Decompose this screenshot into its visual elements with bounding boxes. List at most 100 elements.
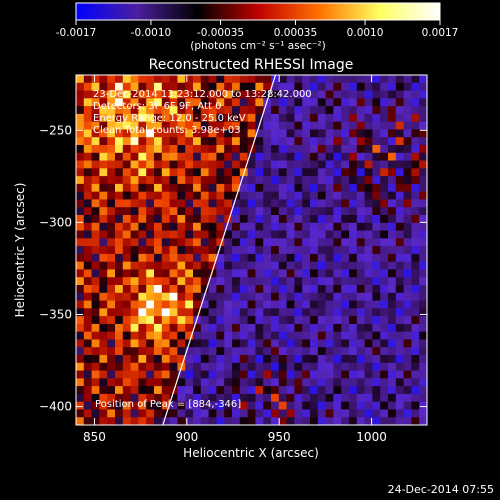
heatmap-cell: [364, 409, 373, 418]
heatmap-cell: [325, 401, 334, 410]
heatmap-cell: [403, 269, 412, 278]
heatmap-cell: [130, 417, 139, 425]
heatmap-cell: [91, 230, 100, 239]
heatmap-cell: [403, 90, 412, 99]
heatmap-cell: [380, 285, 389, 294]
heatmap-cell: [380, 160, 389, 169]
heatmap-cell: [302, 82, 311, 91]
heatmap-cell: [138, 191, 147, 200]
heatmap-cell: [83, 355, 92, 364]
heatmap-cell: [302, 238, 311, 247]
heatmap-cell: [247, 82, 256, 91]
heatmap-cell: [411, 129, 420, 138]
heatmap-cell: [107, 222, 116, 231]
heatmap-cell: [130, 160, 139, 169]
heatmap-cell: [395, 300, 404, 309]
heatmap-cell: [294, 308, 303, 317]
heatmap-cell: [76, 183, 85, 193]
heatmap-cell: [271, 129, 280, 138]
heatmap-cell: [138, 378, 147, 387]
heatmap-cell: [294, 82, 303, 91]
heatmap-cell: [239, 106, 248, 115]
heatmap-cell: [83, 300, 92, 309]
heatmap-cell: [341, 285, 350, 294]
heatmap-cell: [341, 370, 350, 379]
heatmap-cell: [200, 230, 209, 239]
heatmap-cell: [239, 261, 248, 270]
heatmap-cell: [419, 129, 427, 138]
heatmap-cell: [349, 331, 358, 340]
heatmap-cell: [146, 90, 155, 99]
heatmap-cell: [161, 308, 170, 317]
heatmap-cell: [388, 323, 397, 333]
heatmap-cell: [395, 292, 404, 301]
heatmap-cell: [138, 277, 147, 286]
heatmap-cell: [302, 90, 311, 99]
heatmap-cell: [411, 316, 420, 325]
heatmap-cell: [216, 183, 225, 193]
heatmap-cell: [99, 113, 108, 123]
heatmap-cell: [255, 207, 264, 216]
heatmap-cell: [341, 253, 350, 263]
heatmap-cell: [232, 160, 241, 169]
heatmap-cell: [216, 355, 225, 364]
heatmap-cell: [224, 401, 233, 410]
heatmap-cell: [356, 393, 365, 403]
heatmap-cell: [278, 230, 287, 239]
heatmap-cell: [200, 199, 209, 208]
heatmap-cell: [83, 409, 92, 418]
heatmap-cell: [341, 417, 350, 425]
heatmap-cell: [99, 409, 108, 418]
heatmap-cell: [286, 308, 295, 317]
heatmap-cell: [216, 386, 225, 395]
heatmap-cell: [208, 207, 217, 216]
heatmap-cell: [177, 316, 186, 325]
heatmap-cell: [76, 215, 85, 224]
heatmap-cell: [364, 378, 373, 387]
heatmap-cell: [271, 331, 280, 340]
heatmap-cell: [161, 285, 170, 294]
heatmap-cell: [278, 362, 287, 371]
heatmap-cell: [411, 230, 420, 239]
heatmap-cell: [200, 261, 209, 270]
heatmap-cell: [193, 215, 202, 224]
heatmap-cell: [130, 370, 139, 379]
heatmap-cell: [349, 152, 358, 161]
heatmap-cell: [154, 82, 163, 91]
heatmap-cell: [76, 292, 85, 301]
heatmap-cell: [115, 90, 124, 99]
heatmap-cell: [185, 106, 194, 115]
heatmap-cell: [232, 300, 241, 309]
heatmap-cell: [263, 323, 272, 333]
heatmap-cell: [302, 222, 311, 231]
heatmap-cell: [411, 393, 420, 403]
heatmap-cell: [193, 145, 202, 154]
heatmap-cell: [372, 277, 381, 286]
heatmap-cell: [83, 207, 92, 216]
heatmap-cell: [372, 269, 381, 278]
heatmap-cell: [76, 137, 85, 146]
heatmap-cell: [185, 75, 194, 84]
heatmap-cell: [388, 285, 397, 294]
heatmap-cell: [333, 215, 342, 224]
heatmap-cell: [286, 75, 295, 84]
heatmap-cell: [294, 145, 303, 154]
heatmap-cell: [349, 386, 358, 395]
heatmap-cell: [380, 362, 389, 371]
heatmap-cell: [216, 168, 225, 177]
heatmap-cell: [380, 323, 389, 333]
heatmap-cell: [364, 215, 373, 224]
heatmap-cell: [302, 121, 311, 130]
heatmap-cell: [247, 152, 256, 161]
heatmap-cell: [247, 253, 256, 263]
heatmap-cell: [333, 230, 342, 239]
heatmap-cell: [255, 355, 264, 364]
heatmap-cell: [317, 113, 326, 123]
heatmap-cell: [341, 401, 350, 410]
colorbar-ticks: -0.0017 -0.0010 -0.00035 0.00035 0.0010 0.001…: [56, 20, 458, 39]
heatmap-cell: [91, 246, 100, 255]
heatmap-cell: [154, 145, 163, 154]
heatmap-cell: [146, 145, 155, 154]
heatmap-cell: [146, 75, 155, 84]
heatmap-cell: [294, 121, 303, 130]
